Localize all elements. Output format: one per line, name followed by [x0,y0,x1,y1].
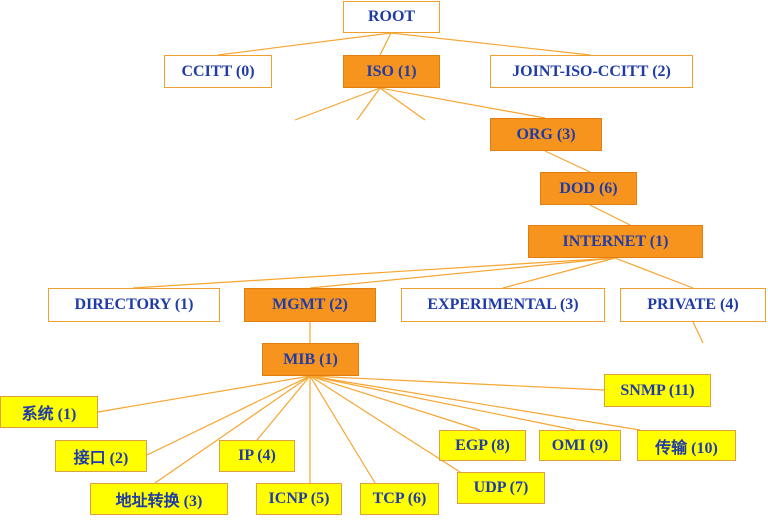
edge-internet-private [614,257,694,289]
edge-private-stub [692,321,704,344]
node-tcp: TCP (6) [360,483,439,515]
edge-mib-tcp [309,375,376,484]
node-ip: IP (4) [219,440,295,472]
edge-mib-transmission [309,375,641,431]
edge-mib-ip [256,375,311,441]
node-omi: OMI (9) [539,430,621,461]
edge-mib-at [154,375,311,484]
node-mib: MIB (1) [262,343,359,376]
node-ccitt: CCITT (0) [164,55,272,88]
node-egp: EGP (8) [439,430,526,461]
edge-dod-internet [589,204,631,226]
edge-iso-stub-1 [294,87,381,121]
node-icmp: ICNP (5) [256,483,342,515]
edge-org-dod [544,150,591,173]
node-iso: ISO (1) [343,55,440,88]
node-experimental: EXPERIMENTAL (3) [401,288,605,322]
node-joint-iso-ccitt: JOINT-ISO-CCITT (2) [490,55,693,88]
node-system: 系统 (1) [0,396,98,428]
edge-mib-snmp [309,375,605,391]
edge-root-ccitt [217,32,392,56]
node-udp: UDP (7) [457,472,545,504]
edge-mib-egp [309,375,481,431]
node-transmission: 传输 (10) [637,430,736,461]
edge-root-iso [379,32,392,56]
node-root: ROOT [343,1,440,33]
node-org: ORG (3) [490,118,602,151]
edge-mib-udp [309,375,461,473]
node-snmp: SNMP (11) [604,374,711,407]
edge-internet-experimental [502,257,616,289]
node-address-translation: 地址转换 (3) [90,483,228,515]
node-dod: DOD (6) [540,172,637,205]
edge-iso-stub-3 [379,87,426,121]
edge-root-joint [390,32,591,56]
edge-internet-directory [132,257,616,289]
node-mgmt: MGMT (2) [244,288,376,322]
node-internet: INTERNET (1) [528,225,703,258]
edge-mib-interfaces [146,375,311,456]
edge-mib-system [97,375,311,413]
node-private: PRIVATE (4) [620,288,766,322]
edge-iso-stub-2 [356,87,381,121]
node-directory: DIRECTORY (1) [48,288,220,322]
edge-iso-org [379,87,546,119]
edge-internet-mgmt [309,257,616,289]
edge-mib-omi [309,375,576,431]
node-interfaces: 接口 (2) [55,440,147,472]
